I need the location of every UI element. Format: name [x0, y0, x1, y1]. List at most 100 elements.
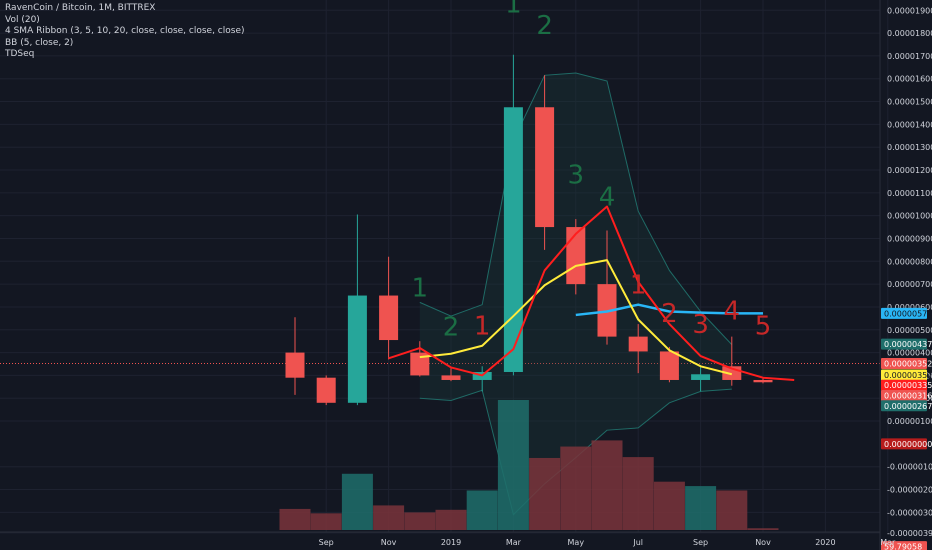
- volume-bar: [653, 481, 685, 530]
- volume-bar: [497, 400, 529, 530]
- volume-bar: [747, 528, 779, 530]
- y-tick-label: 0.00001200: [887, 166, 932, 175]
- y-tick-label: 0.00000900: [887, 234, 932, 243]
- price-tag-label: 0.00000352: [884, 360, 932, 369]
- volume-bar: [622, 457, 654, 530]
- volume-bar: [560, 446, 592, 530]
- candle-body: [410, 352, 430, 376]
- sma-ribbon: [388, 205, 795, 381]
- candle-body: [316, 377, 336, 403]
- x-tick-label: 2020: [815, 538, 835, 547]
- volume-bar: [341, 473, 373, 530]
- price-tag: 0.00000000: [881, 438, 932, 450]
- td-count-label: 3: [692, 310, 709, 340]
- x-tick-label: Sep: [319, 538, 334, 547]
- price-tag-bg: [881, 379, 927, 391]
- volume-bar: [279, 508, 311, 530]
- time-axis[interactable]: Sep Nov 2019 Mar May Jul Sep Nov 2020 Mar: [0, 531, 896, 547]
- td-count-label: 1: [412, 274, 429, 304]
- legend-sma-ribbon[interactable]: 4 SMA Ribbon (3, 5, 10, 20, close, close…: [5, 26, 245, 36]
- candle: [316, 375, 336, 406]
- sma10-line: [575, 303, 763, 317]
- price-tag-bg: [881, 400, 927, 412]
- candle: [628, 324, 648, 374]
- candle: [285, 317, 305, 395]
- td-count-label: 2: [536, 11, 553, 41]
- candle-body: [285, 352, 305, 378]
- volume-bar: [310, 513, 342, 530]
- volume-bar: [404, 512, 436, 530]
- price-tag-bg: [881, 541, 927, 550]
- candle: [379, 256, 399, 360]
- volume-bar: [435, 509, 467, 530]
- legend-title[interactable]: RavenCoin / Bitcoin, 1M, BITTREX: [5, 3, 156, 13]
- volume-bar: [373, 505, 405, 530]
- candle-body: [379, 295, 399, 341]
- candle: [659, 346, 679, 383]
- y-tick-label: 0.00000100: [887, 417, 932, 426]
- price-axis[interactable]: 0.00001900 0.00001800 0.00001700 0.00001600…: [879, 0, 932, 550]
- candle-body: [566, 227, 586, 285]
- sma3-line: [388, 205, 795, 381]
- price-tag: 0.00000267: [881, 400, 932, 412]
- td-count-label: 3: [568, 161, 585, 191]
- y-tick-label: 0.00000400: [887, 349, 932, 358]
- price-tag-bg: [881, 369, 927, 381]
- candle: [441, 367, 461, 382]
- y-tick-label: -0.00000300: [887, 508, 932, 517]
- x-tick-label: 2019: [441, 538, 461, 547]
- candle-body: [628, 336, 648, 352]
- x-tick-label: Sep: [693, 538, 708, 547]
- legend-volume[interactable]: Vol (20): [5, 14, 40, 25]
- candle: [503, 54, 523, 376]
- volume-bar: [529, 457, 561, 530]
- chart-legend: RavenCoin / Bitcoin, 1M, BITTREX Vol (20…: [5, 3, 245, 61]
- volume-bar: [466, 490, 498, 530]
- price-tag: 0.00000335: [881, 379, 932, 391]
- y-tick-label: 0.00000600: [887, 303, 932, 312]
- price-tag-label: 0.00000267: [884, 402, 932, 411]
- y-tick-label: 0.00000700: [887, 280, 932, 289]
- candle-body: [503, 107, 523, 372]
- volume-bar: [716, 490, 748, 530]
- x-tick-label: Mar: [880, 538, 896, 547]
- y-tick-label: 0.00001700: [887, 52, 932, 61]
- candle-body: [753, 379, 773, 383]
- price-tag: 0.00000352: [881, 369, 932, 381]
- price-tag: 0.00000352: [881, 358, 932, 370]
- price-tag-label: 0.00000352: [884, 371, 932, 380]
- price-tag-label: 0.00000437: [884, 340, 932, 349]
- td-count-label: 2: [661, 299, 678, 329]
- y-tick-label: 0.00001900: [887, 6, 932, 15]
- td-count-label: 4: [724, 297, 741, 327]
- td-count-label: 5: [755, 311, 772, 341]
- candle-body: [535, 107, 555, 228]
- td-count-label: 2: [443, 312, 460, 342]
- price-tag-bg: [881, 358, 927, 370]
- candle: [347, 214, 367, 406]
- candle-body: [441, 375, 461, 380]
- price-tag-label: 0.00000335: [884, 381, 932, 390]
- y-tick-label: -0.00000200: [887, 486, 932, 495]
- candle: [535, 75, 555, 250]
- candle-body: [691, 374, 711, 380]
- y-tick-label: 0.00001400: [887, 120, 932, 129]
- price-tag-bg: [881, 438, 927, 450]
- y-tick-label: 0.00000500: [887, 326, 932, 335]
- y-tick-label: 0.00000800: [887, 257, 932, 266]
- x-tick-label: Nov: [381, 538, 397, 547]
- price-tag: 0.00000316: [881, 389, 932, 401]
- y-tick-label: 0.00001500: [887, 98, 932, 107]
- volume-bar: [685, 486, 717, 530]
- td-count-label: 1: [474, 311, 491, 341]
- candle-body: [659, 351, 679, 380]
- price-tag: 0.00000437: [881, 338, 932, 350]
- price-tag-bg: [881, 389, 927, 401]
- legend-bollinger[interactable]: BB (5, close, 2): [5, 37, 74, 48]
- legend-tdseq[interactable]: TDSeq: [5, 49, 35, 59]
- x-tick-label: Jul: [632, 538, 643, 547]
- volume-bars: [279, 400, 779, 530]
